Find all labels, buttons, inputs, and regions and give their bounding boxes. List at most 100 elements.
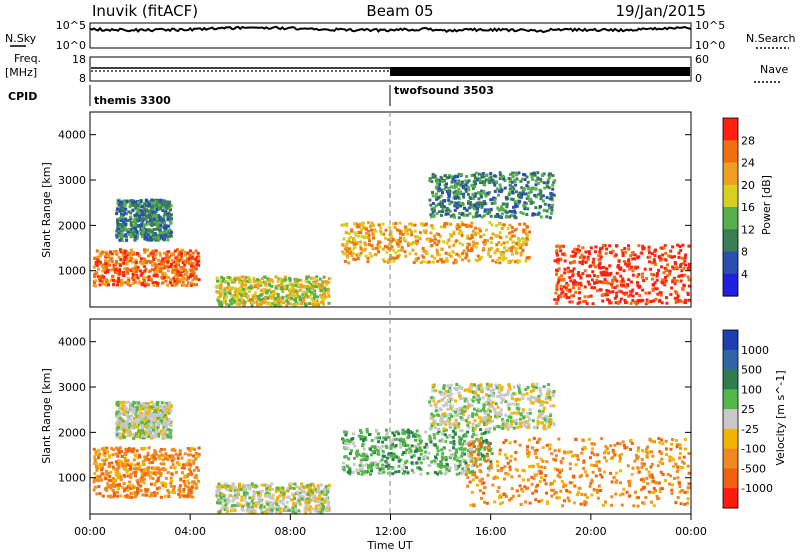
data-cell: [134, 206, 137, 209]
data-cell: [174, 466, 177, 469]
data-cell: [106, 270, 109, 273]
data-cell: [530, 202, 533, 205]
data-cell: [268, 486, 271, 489]
data-cell: [445, 182, 448, 185]
data-cell: [515, 242, 518, 245]
data-cell: [134, 235, 137, 238]
data-cell: [441, 191, 444, 194]
data-cell: [115, 453, 118, 456]
data-cell: [349, 452, 352, 455]
data-cell: [158, 265, 161, 268]
data-cell: [404, 250, 407, 253]
data-cell: [408, 223, 411, 226]
data-cell: [184, 452, 187, 455]
data-cell: [256, 303, 259, 306]
data-cell: [644, 292, 647, 295]
data-cell: [153, 228, 156, 231]
data-cell: [312, 282, 315, 285]
data-cell: [465, 224, 468, 227]
data-cell: [360, 247, 363, 250]
data-cell: [479, 428, 482, 431]
data-cell: [381, 441, 384, 444]
data-cell: [508, 177, 511, 180]
data-cell: [306, 484, 309, 487]
data-cell: [668, 270, 671, 273]
data-cell: [190, 269, 193, 272]
data-cell: [218, 488, 221, 491]
data-cell: [615, 295, 618, 298]
data-cell: [471, 236, 474, 239]
data-cell: [459, 174, 462, 177]
data-cell: [670, 287, 673, 290]
data-cell: [680, 280, 683, 283]
data-cell: [237, 488, 240, 491]
data-cell: [440, 214, 443, 217]
data-cell: [244, 301, 247, 304]
data-cell: [236, 277, 239, 280]
data-cell: [124, 488, 127, 491]
data-cell: [164, 485, 167, 488]
data-cell: [648, 256, 651, 259]
data-cell: [389, 243, 392, 246]
data-cell: [520, 252, 523, 255]
data-cell: [327, 292, 330, 295]
data-cell: [407, 432, 410, 435]
data-cell: [160, 462, 163, 465]
data-cell: [182, 284, 185, 287]
data-cell: [358, 435, 361, 438]
data-cell: [399, 237, 402, 240]
data-cell: [259, 282, 262, 285]
data-cell: [585, 261, 588, 264]
data-cell: [653, 258, 656, 261]
data-cell: [551, 184, 554, 187]
data-cell: [133, 467, 136, 470]
data-cell: [307, 493, 310, 496]
data-cell: [365, 255, 368, 258]
data-cell: [125, 431, 128, 434]
data-cell: [173, 280, 176, 283]
data-cell: [167, 269, 170, 272]
data-cell: [414, 224, 417, 227]
data-cell: [143, 447, 146, 450]
data-cell: [229, 486, 232, 489]
data-cell: [122, 432, 125, 435]
data-cell: [392, 249, 395, 252]
data-cell: [608, 264, 611, 267]
data-cell: [192, 283, 195, 286]
data-cell: [99, 492, 102, 495]
data-cell: [359, 245, 362, 248]
data-cell: [130, 224, 133, 227]
data-cell: [190, 265, 193, 268]
data-cell: [117, 426, 120, 429]
data-cell: [341, 244, 344, 247]
data-cell: [328, 484, 331, 487]
data-cell: [534, 206, 537, 209]
data-cell: [654, 249, 657, 252]
data-cell: [455, 239, 458, 242]
data-cell: [477, 255, 480, 258]
frequency-trace-second: [390, 67, 690, 76]
data-cell: [226, 510, 229, 513]
data-cell: [270, 509, 273, 512]
data-cell: [325, 283, 328, 286]
data-cell: [261, 277, 264, 280]
data-cell: [255, 301, 258, 304]
data-cell: [127, 495, 130, 498]
data-cell: [313, 295, 316, 298]
data-cell: [187, 453, 190, 456]
data-cell: [567, 267, 570, 270]
data-cell: [439, 439, 442, 442]
data-cell: [499, 231, 502, 234]
data-cell: [132, 447, 135, 450]
data-cell: [188, 473, 191, 476]
data-cell: [393, 434, 396, 437]
data-cell: [456, 202, 459, 205]
data-cell: [260, 303, 263, 306]
data-cell: [104, 262, 107, 265]
data-cell: [267, 289, 270, 292]
data-cell: [117, 449, 120, 452]
data-cell: [353, 239, 356, 242]
data-cell: [549, 216, 552, 219]
data-cell: [676, 280, 679, 283]
data-cell: [274, 292, 277, 295]
